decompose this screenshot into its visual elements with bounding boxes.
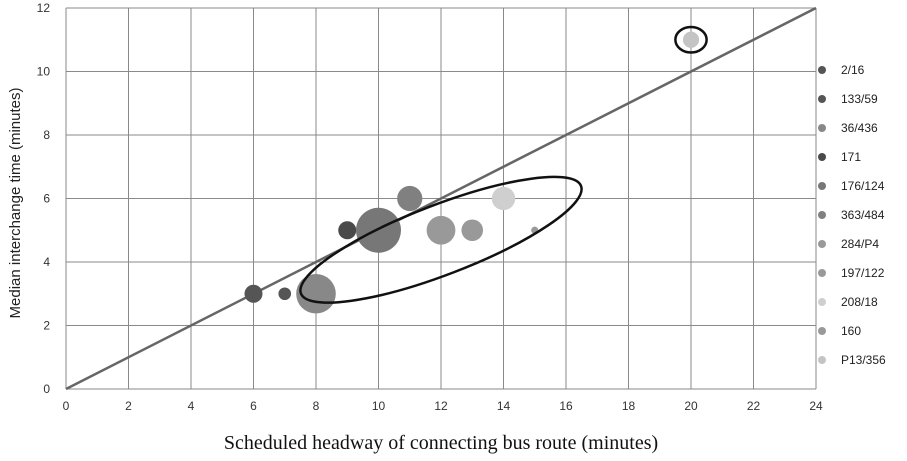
bubble-133-59 (278, 287, 292, 301)
legend-marker (818, 95, 826, 103)
annotation-ellipse (299, 175, 583, 304)
y-axis-ticks: 0 2 4 6 8 10 12 (37, 1, 51, 396)
legend-marker (818, 211, 826, 219)
bubble-197-122 (461, 219, 484, 242)
x-tick-label: 14 (497, 399, 511, 413)
legend-marker (818, 240, 826, 248)
legend-marker (818, 327, 826, 335)
x-tick-label: 22 (747, 399, 761, 413)
y-tick-label: 2 (43, 319, 50, 333)
legend-label: 176/124 (841, 179, 885, 193)
bubble-208-18 (491, 186, 516, 211)
x-tick-label: 2 (125, 399, 132, 413)
legend-label: 133/59 (841, 92, 878, 106)
y-tick-label: 4 (43, 255, 50, 269)
legend-marker (818, 356, 826, 364)
annotation-ellipse (674, 25, 708, 54)
x-tick-label: 18 (622, 399, 636, 413)
x-axis-ticks: 0 2 4 6 8 10 12 14 16 18 20 22 24 (63, 399, 823, 413)
legend-marker (818, 124, 826, 132)
y-tick-label: 8 (43, 128, 50, 142)
bubble-284-p4 (426, 215, 456, 245)
y-tick-label: 6 (43, 192, 50, 206)
bubble-363-484 (397, 185, 423, 212)
x-tick-label: 0 (63, 399, 70, 413)
bubble-176-124 (356, 207, 401, 253)
legend-marker (818, 298, 826, 306)
legend-label: 284/P4 (841, 237, 879, 251)
y-axis-label: Median interchange time (minutes) (7, 88, 24, 319)
legend-label: 2/16 (841, 63, 865, 77)
legend-label: 363/484 (841, 208, 885, 222)
x-tick-label: 4 (188, 399, 195, 413)
x-tick-label: 24 (809, 399, 823, 413)
x-tick-label: 16 (559, 399, 573, 413)
x-tick-label: 6 (250, 399, 257, 413)
x-tick-label: 10 (372, 399, 386, 413)
legend-label: 197/122 (841, 266, 885, 280)
reference-line-path (65, 6, 817, 391)
y-tick-label: 0 (43, 382, 50, 396)
bubble-171 (338, 221, 357, 240)
x-axis-label: Scheduled headway of connecting bus rout… (224, 432, 658, 454)
x-tick-label: 12 (434, 399, 448, 413)
x-tick-label: 20 (684, 399, 698, 413)
y-tick-label: 10 (37, 65, 51, 79)
legend-label: 160 (841, 324, 861, 338)
legend-marker (818, 66, 826, 74)
x-tick-label: 8 (313, 399, 320, 413)
legend-marker (818, 182, 826, 190)
bubble-p13-356 (682, 31, 700, 48)
legend-marker (818, 153, 826, 161)
bubble-2-16 (244, 284, 263, 303)
legend-label: 36/436 (841, 121, 878, 135)
annotations (299, 25, 708, 304)
reference-line (65, 6, 817, 391)
legend: 2/16 133/59 36/436 171 176/124 363/484 284/P4 1… (818, 63, 886, 367)
bubbles (244, 31, 700, 314)
y-tick-label: 12 (37, 1, 51, 15)
legend-label: P13/356 (841, 353, 886, 367)
legend-label: 171 (841, 150, 861, 164)
legend-label: 208/18 (841, 295, 878, 309)
legend-marker (818, 269, 826, 277)
